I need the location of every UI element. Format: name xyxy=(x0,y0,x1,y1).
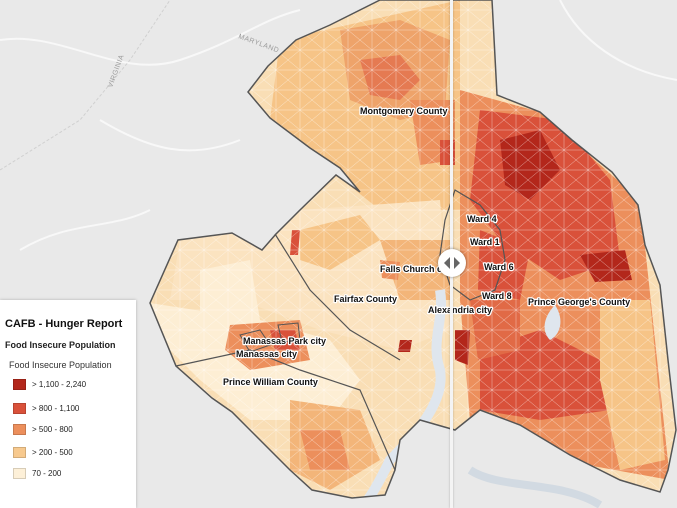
legend-layer-label: Food Insecure Population xyxy=(9,360,112,370)
place-labels: Montgomery County Ward 4 Ward 1 Ward 6 W… xyxy=(222,105,632,389)
legend-title: CAFB - Hunger Report xyxy=(5,318,123,330)
legend-item: > 800 - 1,100 xyxy=(13,402,79,414)
county-boundaries xyxy=(149,0,677,499)
legend-item-label: > 500 - 800 xyxy=(32,424,73,434)
legend-item-label: 70 - 200 xyxy=(32,468,62,478)
label-ward-1: Ward 1 xyxy=(470,237,500,247)
legend-item: 70 - 200 xyxy=(13,467,61,479)
label-ward-6: Ward 6 xyxy=(484,262,514,272)
label-alexandria-city: Alexandria city xyxy=(428,305,492,315)
label-manassas-city: Manassas city xyxy=(236,349,297,359)
legend-swatch xyxy=(13,446,26,458)
legend-item: > 1,100 - 2,240 xyxy=(13,378,86,390)
legend-item-label: > 1,100 - 2,240 xyxy=(32,379,87,389)
label-prince-georges-county: Prince George's County xyxy=(528,297,630,307)
label-prince-william-county: Prince William County xyxy=(223,377,318,387)
legend-swatch xyxy=(13,378,26,390)
legend-item-label: > 800 - 1,100 xyxy=(32,403,80,413)
legend-panel: CAFB - Hunger Report Food Insecure Popul… xyxy=(0,300,136,508)
label-fairfax-county: Fairfax County xyxy=(334,294,397,304)
label-montgomery-county: Montgomery County xyxy=(360,106,448,116)
legend-item: > 500 - 800 xyxy=(13,423,73,435)
swipe-arrows-icon xyxy=(444,257,460,269)
legend-item: > 200 - 500 xyxy=(13,446,73,458)
label-ward-4: Ward 4 xyxy=(467,214,497,224)
legend-subtitle: Food Insecure Population xyxy=(5,340,116,350)
legend-swatch xyxy=(13,467,26,479)
label-manassas-park-city: Manassas Park city xyxy=(243,336,326,346)
swipe-handle[interactable] xyxy=(438,249,466,277)
legend-item-label: > 200 - 500 xyxy=(32,447,73,457)
label-ward-8: Ward 8 xyxy=(482,291,512,301)
legend-swatch xyxy=(13,402,26,414)
label-falls-church: Falls Church c xyxy=(380,264,442,274)
legend-swatch xyxy=(13,423,26,435)
